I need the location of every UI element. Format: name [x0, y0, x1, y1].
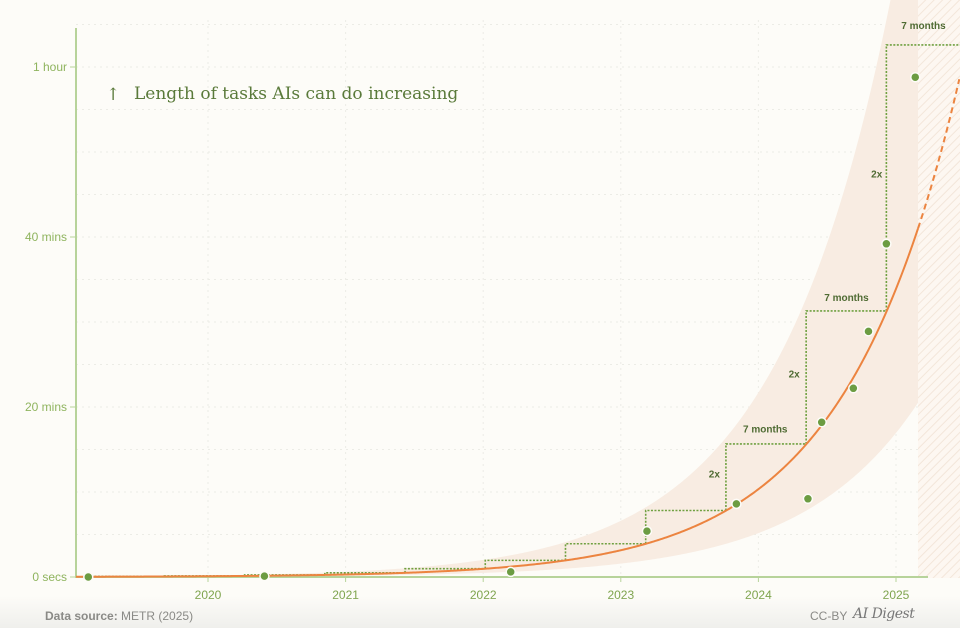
annotation-label: 2x [709, 470, 721, 481]
y-tick-label: 1 hour [33, 60, 67, 74]
data-point [802, 493, 814, 505]
data-source: Data source: METR (2025) [45, 609, 193, 623]
trend-line-projection [917, 79, 960, 229]
title-arrow-icon: ↑ [106, 85, 120, 105]
annotation-label: 7 months [824, 293, 869, 304]
source-label: Data source: [45, 609, 118, 623]
confidence-band-area [76, 0, 960, 577]
data-point [863, 326, 874, 337]
trend-line-solid [76, 228, 919, 578]
annotation-label: 7 months [901, 21, 946, 32]
data-point [83, 571, 94, 583]
y-tick-label: 0 secs [32, 570, 67, 584]
data-point [816, 417, 827, 428]
data-point [505, 566, 516, 578]
annotations: 7 months 2x 7 months 2x 7 months 2x [709, 21, 946, 481]
data-point [641, 525, 653, 537]
trend-line [76, 79, 960, 578]
chart-title: Length of tasks AIs can do increasing [134, 84, 458, 104]
y-tick-label: 40 mins [25, 230, 67, 244]
x-tick-label: 2023 [607, 588, 634, 602]
annotation-label: 2x [871, 170, 883, 181]
x-tick-label: 2021 [332, 588, 359, 602]
data-point [910, 71, 921, 83]
annotation-label: 7 months [743, 425, 788, 436]
y-tick-label: 20 mins [25, 400, 67, 414]
x-tick-label: 2025 [883, 588, 910, 602]
source-value: METR (2025) [121, 609, 194, 623]
x-tick-label: 2022 [470, 588, 497, 602]
forecast-hatch-region [918, 0, 960, 578]
data-points [83, 71, 921, 583]
data-point [881, 238, 892, 250]
data-point [848, 383, 859, 394]
confidence-band [76, 0, 960, 578]
x-tick-label: 2024 [745, 588, 772, 602]
brand-logo: AI Digest [853, 606, 915, 622]
annotation-label: 2x [789, 369, 801, 380]
license: CC-BY [810, 609, 848, 623]
data-point [731, 498, 742, 510]
data-point [259, 570, 270, 582]
x-tick-label: 2020 [195, 588, 222, 602]
